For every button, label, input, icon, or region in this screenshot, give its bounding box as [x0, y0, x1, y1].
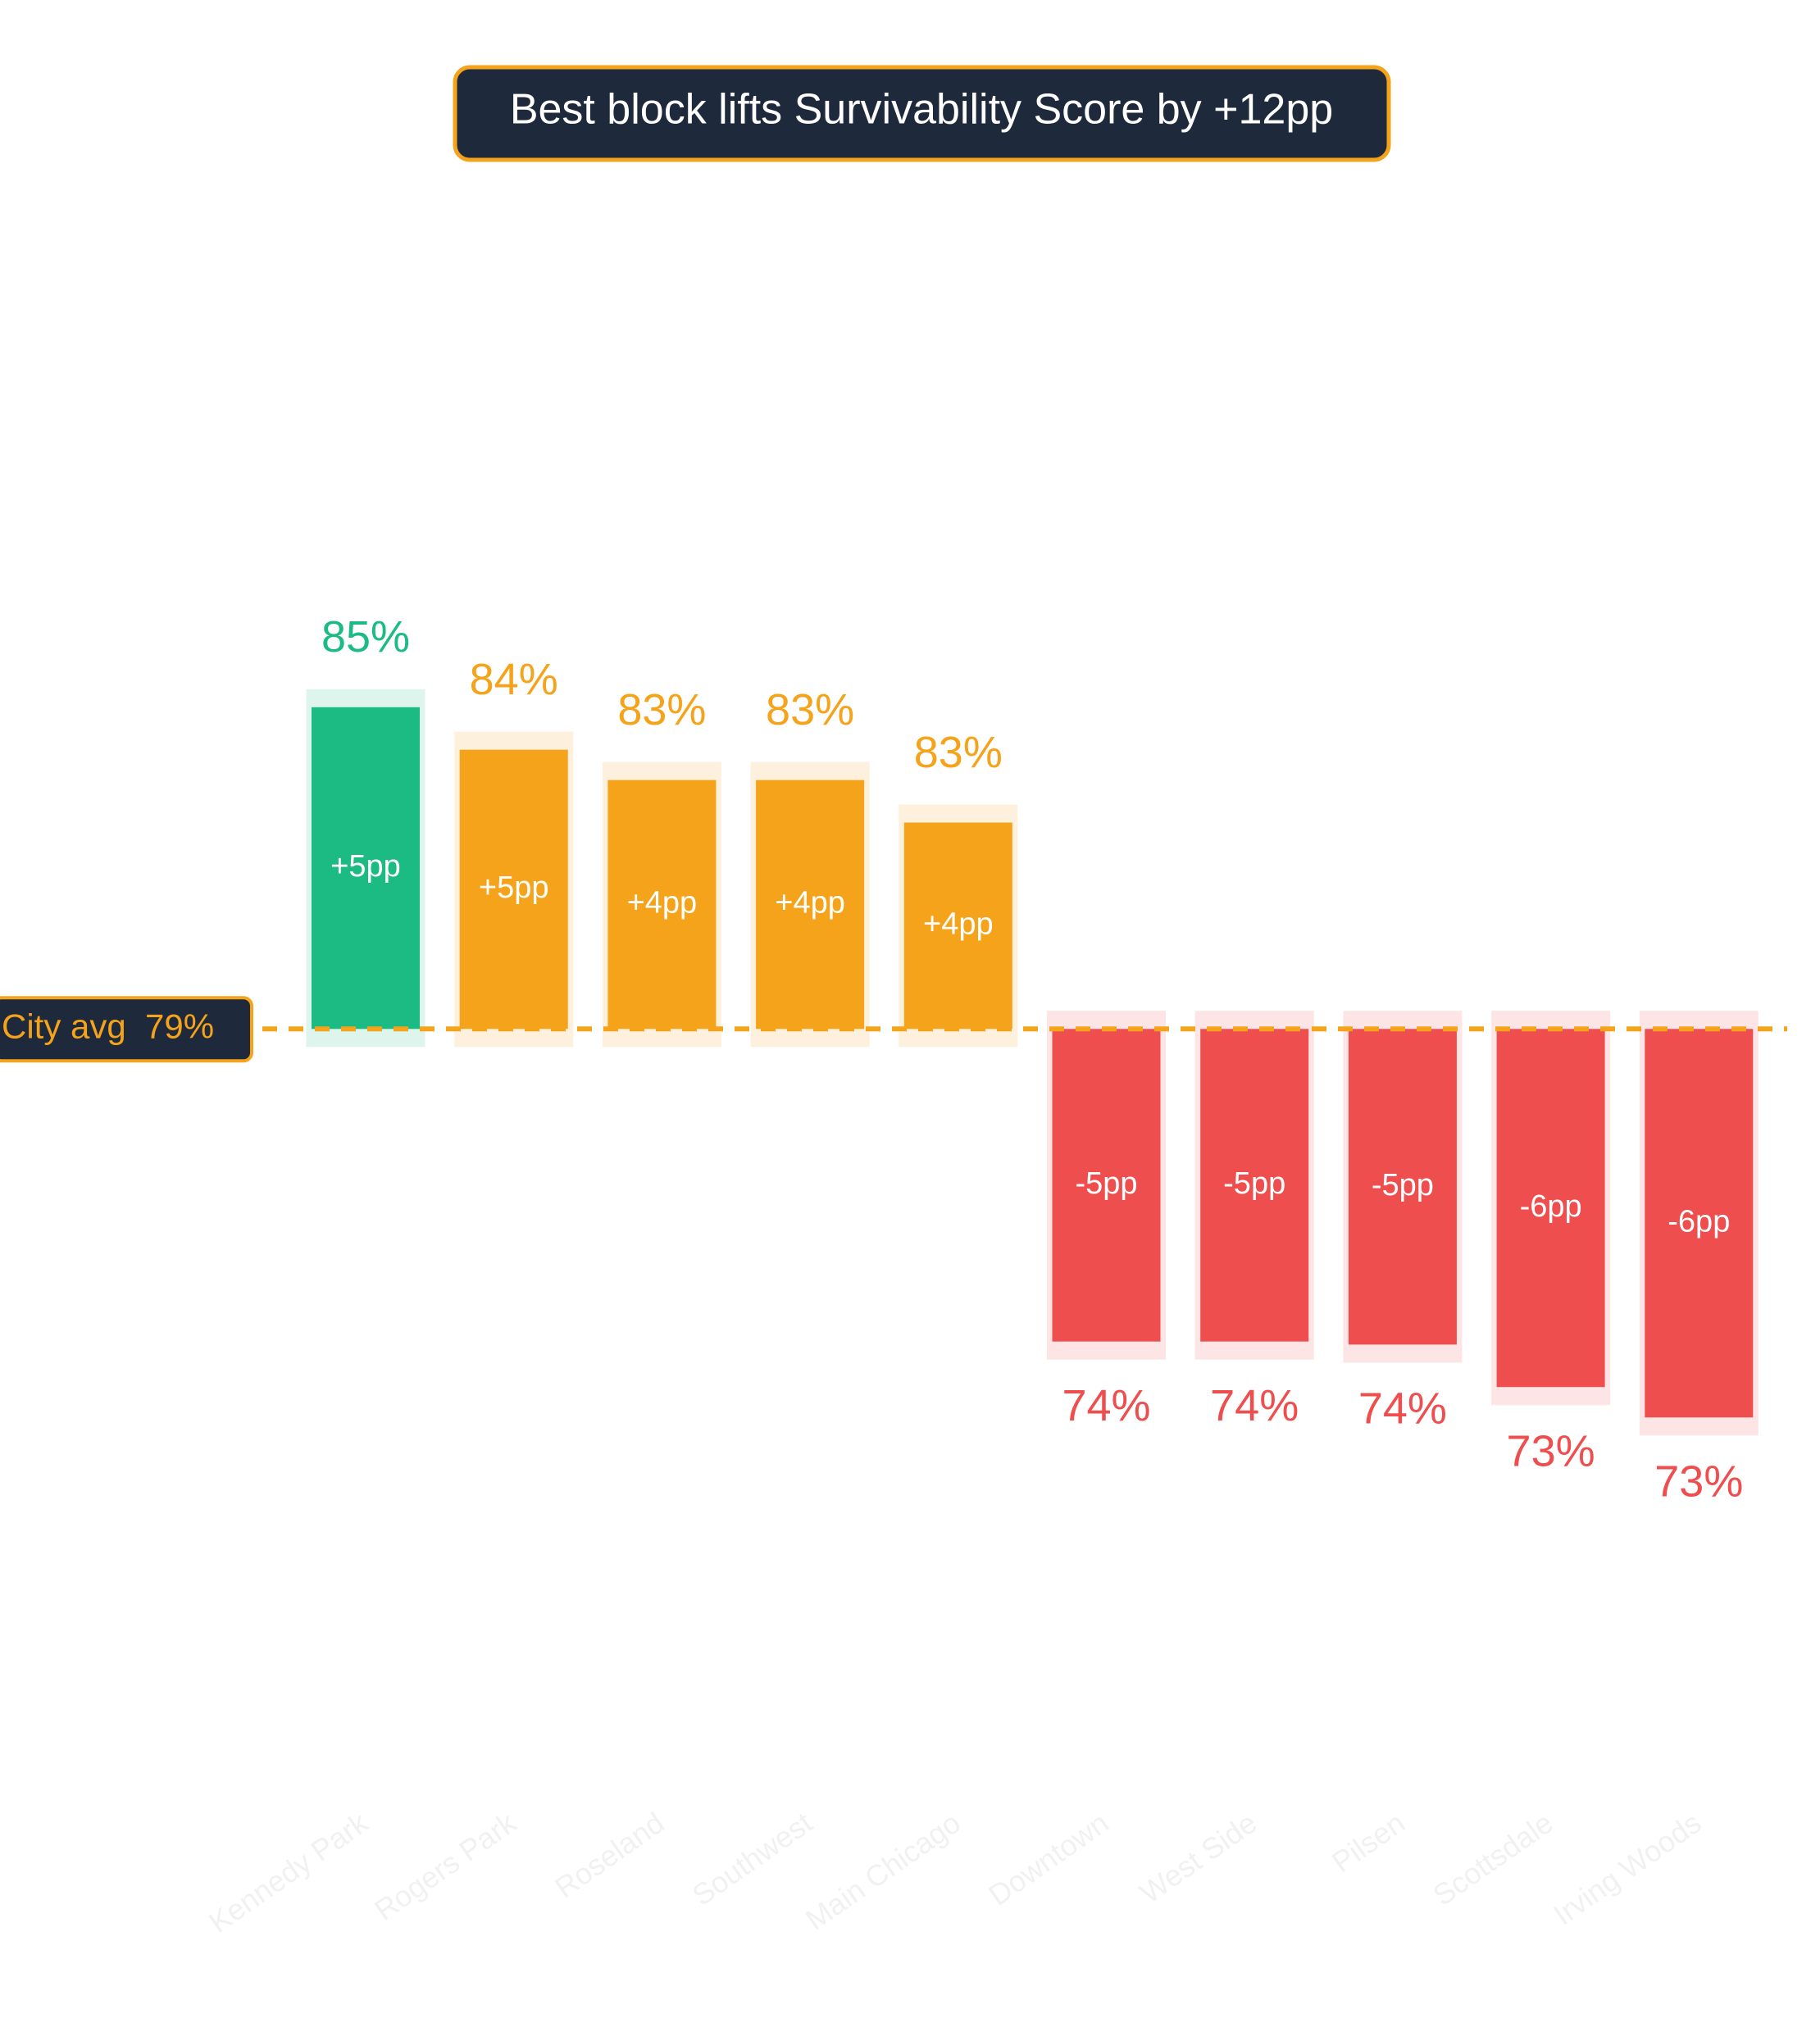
- value-label: 73%: [1507, 1426, 1595, 1475]
- value-label: 83%: [766, 685, 854, 734]
- chart-title: Best block lifts Survivability Score by …: [510, 86, 1333, 134]
- x-tick-label: Main Chicago: [799, 1806, 967, 1937]
- x-tick-label: Scottsdale: [1426, 1806, 1558, 1912]
- delta-label: +5pp: [330, 849, 401, 884]
- value-label: 85%: [321, 612, 410, 661]
- bar: [1200, 1029, 1309, 1342]
- bar: [312, 707, 420, 1030]
- bar: [756, 780, 865, 1030]
- value-label: 74%: [1062, 1381, 1150, 1430]
- value-label: 74%: [1358, 1384, 1447, 1434]
- delta-label: -5pp: [1372, 1168, 1434, 1202]
- delta-label: -6pp: [1668, 1204, 1730, 1239]
- x-tick-label: Kennedy Park: [202, 1805, 375, 1939]
- bar: [1348, 1029, 1457, 1345]
- x-tick-label: Rogers Park: [368, 1805, 522, 1927]
- title-box: [453, 65, 1391, 162]
- x-tick-label: Pilsen: [1326, 1806, 1411, 1880]
- value-label: 84%: [470, 655, 558, 704]
- value-label: 74%: [1210, 1381, 1299, 1430]
- x-tick-label: Southwest: [686, 1806, 818, 1912]
- delta-label: +5pp: [479, 870, 549, 905]
- value-label: 73%: [1654, 1457, 1743, 1507]
- bar: [1052, 1029, 1161, 1342]
- value-label: 83%: [914, 728, 1003, 777]
- bar: [903, 822, 1012, 1030]
- reference-box: [0, 996, 253, 1063]
- delta-label: -5pp: [1075, 1166, 1137, 1201]
- bar: [1496, 1029, 1605, 1388]
- bar: [1645, 1029, 1754, 1418]
- x-tick-label: Roseland: [548, 1806, 670, 1905]
- delta-label: -6pp: [1520, 1189, 1582, 1224]
- x-tick-label: Irving Woods: [1547, 1806, 1707, 1932]
- delta-label: +4pp: [627, 886, 698, 920]
- bar: [459, 749, 568, 1030]
- delta-label: -5pp: [1223, 1166, 1285, 1201]
- delta-label: +4pp: [923, 907, 994, 941]
- x-tick-label: Downtown: [982, 1806, 1114, 1912]
- value-label: 83%: [617, 685, 706, 734]
- x-tick-label: West Side: [1134, 1806, 1263, 1910]
- bar: [607, 780, 717, 1030]
- reference-label: City avg 79%: [2, 1007, 214, 1045]
- delta-label: +4pp: [775, 886, 845, 920]
